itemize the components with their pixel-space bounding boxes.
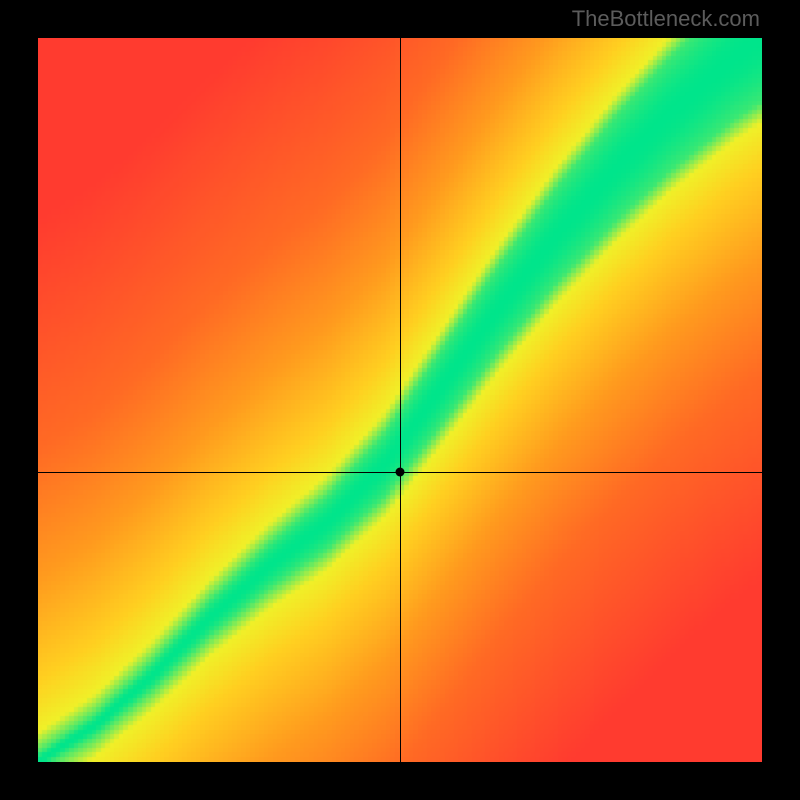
heatmap-plot-area (38, 38, 762, 762)
crosshair-vertical (400, 38, 401, 762)
watermark-text: TheBottleneck.com (572, 6, 760, 32)
data-point-marker (396, 468, 405, 477)
